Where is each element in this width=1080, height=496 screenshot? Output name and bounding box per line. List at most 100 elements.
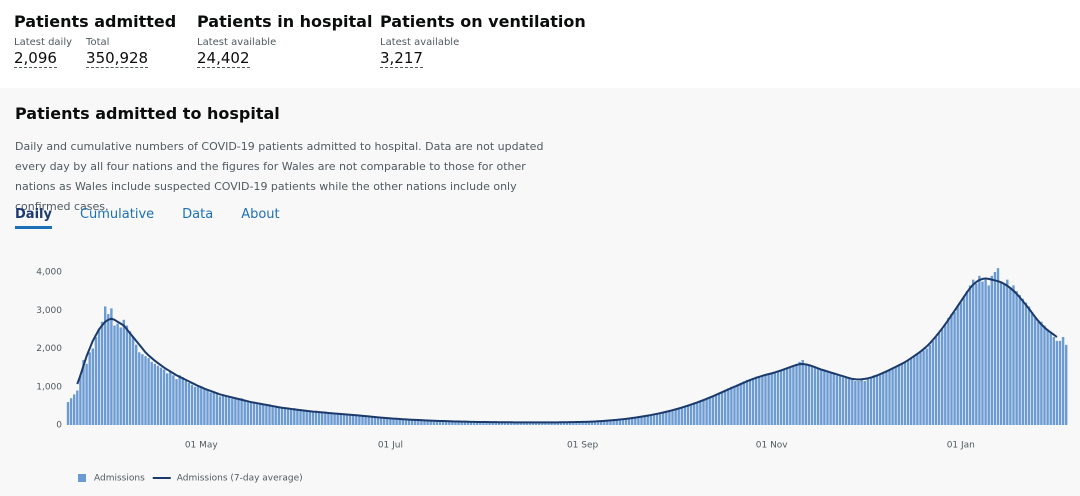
bar	[525, 422, 528, 425]
tab[interactable]: Daily	[15, 207, 52, 229]
bar	[770, 373, 773, 425]
bar	[228, 397, 231, 425]
bar	[73, 394, 76, 425]
bar	[1052, 337, 1055, 425]
bar	[879, 373, 882, 425]
bar	[547, 422, 550, 425]
x-tick-label: 01 Sep	[567, 441, 599, 451]
x-tick-label: 01 Jan	[947, 441, 975, 451]
bar	[795, 363, 798, 425]
tab[interactable]: Data	[182, 207, 214, 222]
bar	[934, 337, 938, 425]
metric-value[interactable]: 3,217	[380, 49, 423, 68]
bar	[730, 386, 733, 425]
bar	[817, 368, 820, 425]
bar	[491, 422, 494, 425]
bar	[463, 421, 466, 425]
metric-label: Latest daily	[14, 37, 73, 48]
tab[interactable]: Cumulative	[79, 207, 155, 222]
bar	[454, 421, 457, 425]
bar	[841, 377, 845, 425]
bar	[683, 406, 687, 425]
metric-value[interactable]: 350,928	[86, 49, 149, 68]
bar	[928, 344, 931, 425]
headline: Patients admitted Latest daily 2,096 Tota…	[14, 12, 176, 68]
bar	[736, 384, 739, 425]
bar	[668, 411, 671, 425]
bar	[559, 422, 563, 425]
metric-value[interactable]: 2,096	[14, 49, 57, 68]
bar	[798, 361, 801, 425]
bar	[479, 421, 482, 425]
bar	[339, 413, 342, 425]
bar	[324, 411, 327, 425]
bar	[755, 376, 758, 425]
bar	[147, 358, 150, 425]
bar	[565, 422, 569, 425]
bar	[804, 363, 807, 425]
bar	[1040, 321, 1043, 425]
headline-title: Patients in hospital	[197, 12, 373, 31]
bar	[705, 398, 708, 425]
bar	[1034, 317, 1037, 425]
bar	[782, 369, 786, 425]
bar	[286, 408, 290, 425]
bar	[246, 401, 249, 425]
bar	[88, 352, 91, 425]
bar	[1003, 283, 1006, 425]
bar	[1024, 302, 1028, 425]
bar	[1018, 294, 1021, 425]
tab-bar: Daily Cumulative Data About	[15, 207, 280, 229]
bar	[215, 394, 218, 425]
bar	[417, 420, 420, 425]
bar	[944, 323, 947, 425]
bar	[500, 422, 504, 425]
bar	[1021, 298, 1024, 425]
bar	[531, 422, 535, 425]
bar	[544, 422, 547, 425]
bar	[389, 418, 392, 425]
bar	[646, 415, 649, 425]
legend-label: Admissions	[94, 474, 145, 484]
bar	[826, 371, 829, 425]
bar	[978, 275, 981, 425]
bar	[507, 422, 510, 425]
bar	[956, 306, 959, 425]
bar	[1058, 340, 1062, 425]
bar	[975, 283, 978, 425]
bar	[141, 354, 144, 425]
bar	[162, 369, 166, 425]
bar	[333, 413, 336, 425]
bar	[488, 422, 491, 425]
bar	[79, 375, 82, 425]
bar	[612, 420, 615, 425]
bar	[1009, 287, 1012, 425]
bar	[891, 368, 894, 425]
bar	[404, 419, 408, 425]
bar	[457, 421, 460, 425]
bar	[981, 281, 984, 425]
bar	[913, 356, 916, 425]
bar	[621, 419, 625, 425]
bar	[857, 381, 860, 425]
bar	[751, 377, 755, 425]
metric-value[interactable]: 24,402	[197, 49, 250, 68]
bar	[984, 279, 987, 425]
bar	[1037, 321, 1040, 425]
bar	[863, 381, 866, 425]
y-tick-label: 0	[56, 421, 62, 431]
bar	[110, 308, 113, 425]
bar	[94, 337, 98, 425]
tab[interactable]: About	[241, 207, 280, 222]
bar	[792, 365, 795, 425]
bar	[931, 340, 935, 425]
bar	[367, 416, 370, 425]
bar	[218, 396, 222, 425]
bar	[184, 381, 187, 425]
bar	[1061, 337, 1065, 425]
bar	[231, 398, 234, 425]
bar	[497, 422, 501, 425]
bar	[854, 381, 857, 425]
bar	[572, 422, 575, 425]
